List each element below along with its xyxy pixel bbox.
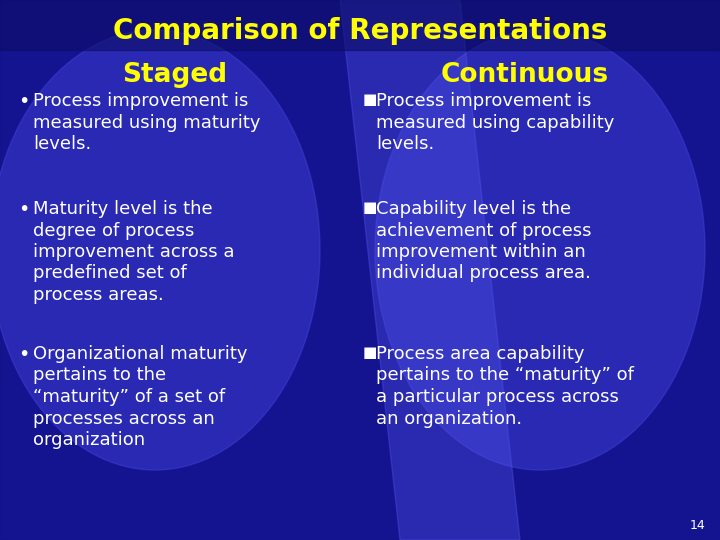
Text: ■: ■ [363, 92, 377, 107]
Text: ■: ■ [363, 200, 377, 215]
Text: Comparison of Representations: Comparison of Representations [113, 17, 607, 45]
Text: Process area capability
pertains to the “maturity” of
a particular process acros: Process area capability pertains to the … [376, 345, 634, 428]
Text: Maturity level is the
degree of process
improvement across a
predefined set of
p: Maturity level is the degree of process … [33, 200, 235, 304]
Text: 14: 14 [689, 519, 705, 532]
Text: Capability level is the
achievement of process
improvement within an
individual : Capability level is the achievement of p… [376, 200, 592, 282]
Polygon shape [340, 0, 520, 540]
Text: •: • [18, 200, 30, 219]
Ellipse shape [375, 30, 705, 470]
Text: •: • [18, 92, 30, 111]
Text: Continuous: Continuous [441, 62, 609, 88]
Text: Staged: Staged [122, 62, 228, 88]
Text: •: • [18, 345, 30, 364]
Bar [0, 0, 720, 50]
Text: Organizational maturity
pertains to the
“maturity” of a set of
processes across : Organizational maturity pertains to the … [33, 345, 248, 449]
Text: ■: ■ [363, 345, 377, 360]
Text: Process improvement is
measured using maturity
levels.: Process improvement is measured using ma… [33, 92, 261, 153]
Text: Process improvement is
measured using capability
levels.: Process improvement is measured using ca… [376, 92, 614, 153]
Ellipse shape [0, 30, 320, 470]
